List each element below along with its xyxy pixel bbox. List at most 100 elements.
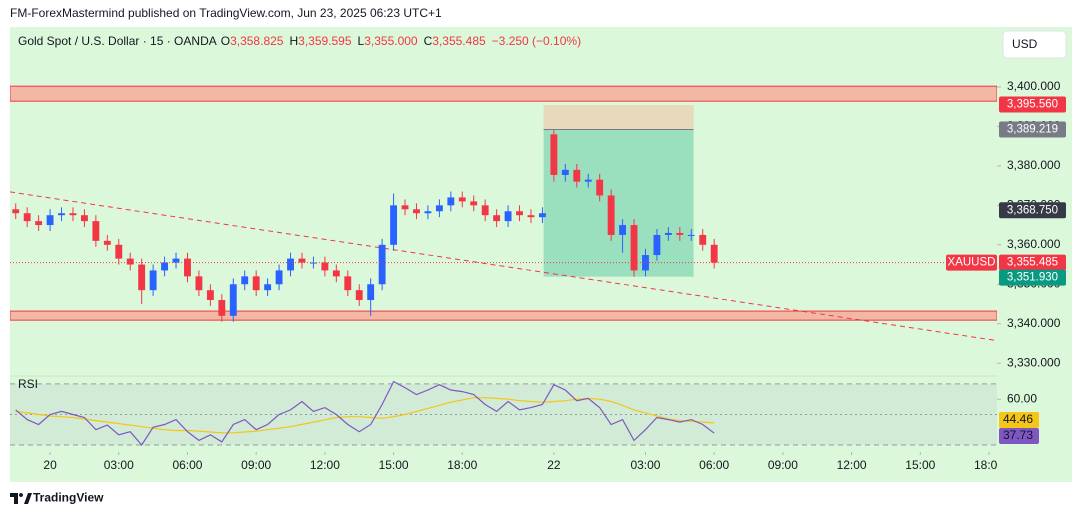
candle-body xyxy=(550,134,558,175)
x-tick-label: 22 xyxy=(547,458,561,472)
plot: RSI xyxy=(10,85,997,446)
candle-body xyxy=(298,258,306,263)
candle-body xyxy=(447,197,455,206)
price-badge xyxy=(999,254,1066,271)
candle-body xyxy=(126,258,134,265)
zone xyxy=(10,85,997,102)
candle-body xyxy=(390,205,398,245)
legend-line: Gold Spot / U.S. Dollar · 15 · OANDA O3,3… xyxy=(18,34,581,48)
y-tick-label: 3,330.000 xyxy=(1007,355,1061,369)
candle-body xyxy=(584,179,592,182)
candle-body xyxy=(481,205,489,216)
ohlc-label: L xyxy=(358,34,365,48)
price-badge xyxy=(999,96,1066,113)
candle-body xyxy=(527,215,535,218)
x-tick-label: 09:00 xyxy=(241,458,271,472)
candle-body xyxy=(206,290,214,301)
candle-body xyxy=(664,232,672,235)
candle-body xyxy=(184,258,191,277)
candle-body xyxy=(458,197,466,202)
candle-body xyxy=(710,244,718,263)
price-badge-label: 3,355.485 xyxy=(1007,257,1058,269)
x-tick-label: 18:00 xyxy=(974,458,1004,472)
rsi-badge-label: 44.46 xyxy=(1003,412,1033,426)
candle-body xyxy=(630,225,638,271)
change: −3.250 (−0.10%) xyxy=(492,34,581,48)
y-tick-label: 3,400.000 xyxy=(1007,79,1061,93)
symbol-badge-label: XAUUSD xyxy=(948,257,996,269)
ohlc-value: 3,358.825 xyxy=(230,34,284,48)
brand: TradingView xyxy=(33,491,104,505)
candle-body xyxy=(35,221,43,226)
ohlc-value: 3,355.000 xyxy=(364,34,418,48)
zone xyxy=(10,310,997,321)
candle-body xyxy=(103,240,111,245)
candle-body xyxy=(493,215,501,222)
rsi-tick-label: 60.00 xyxy=(1007,391,1037,405)
legend: Gold Spot / U.S. Dollar · 15 · OANDA O3,3… xyxy=(18,34,581,48)
y-tick-label: 3,340.000 xyxy=(1007,316,1061,330)
candle-body xyxy=(252,276,260,291)
y-tick-label: 3,380.000 xyxy=(1007,158,1061,172)
candle-body xyxy=(161,262,169,271)
price-axis: 3,330.0003,340.0003,350.0003,360.0003,37… xyxy=(946,79,1066,445)
candle-body xyxy=(504,211,512,222)
price-badge xyxy=(999,269,1066,286)
candle-body xyxy=(69,213,77,216)
candle-body xyxy=(642,255,649,271)
y-tick-label: 3,360.000 xyxy=(1007,237,1061,251)
candle-body xyxy=(264,284,272,291)
candle-body xyxy=(12,209,20,214)
candle-body xyxy=(538,213,546,218)
symbol-title: Gold Spot / U.S. Dollar · 15 · OANDA xyxy=(18,34,217,48)
candle-body xyxy=(619,225,627,235)
rsi-badge-label: 37.73 xyxy=(1003,428,1033,442)
x-tick-label: 03:00 xyxy=(630,458,660,472)
candle-body xyxy=(23,213,31,222)
candle-body xyxy=(344,276,352,291)
x-tick-label: 15:00 xyxy=(905,458,935,472)
candle-body xyxy=(287,258,294,271)
candle-body xyxy=(378,244,386,285)
x-tick-label: 09:00 xyxy=(768,458,798,472)
ohlc-value: 3,359.595 xyxy=(298,34,352,48)
candle-body xyxy=(218,300,226,316)
price-badge-label: 3,351.930 xyxy=(1007,272,1058,284)
candle-body xyxy=(573,169,581,182)
currency[interactable]: USD xyxy=(1012,37,1038,51)
x-tick-label: 15:00 xyxy=(379,458,409,472)
candle-body xyxy=(172,258,180,263)
candle-body xyxy=(561,169,569,175)
candle-body xyxy=(607,195,615,235)
ohlc-label: C xyxy=(424,34,433,48)
candle-body xyxy=(470,201,478,206)
ohlc-label: H xyxy=(289,34,298,48)
x-tick-label: 20 xyxy=(43,458,57,472)
x-tick-label: 03:00 xyxy=(104,458,134,472)
candle-body xyxy=(367,284,375,301)
logo-icon xyxy=(10,493,32,504)
candle-body xyxy=(653,234,661,256)
candle-body xyxy=(195,276,203,291)
candle-body xyxy=(241,276,249,285)
price-badge-label: 3,368.750 xyxy=(1007,204,1058,216)
candle-body xyxy=(321,262,329,271)
candle-body xyxy=(424,211,432,214)
x-tick-label: 18:00 xyxy=(447,458,477,472)
x-tick-label: 12:00 xyxy=(837,458,867,472)
stop-area xyxy=(543,105,694,130)
price-badge-label: 3,395.560 xyxy=(1007,99,1058,111)
trendline xyxy=(10,191,995,341)
candle-body xyxy=(58,213,65,216)
time-axis: 20 03:00 06:00 09:00 12:00 15:00 18:00 22 03:00 0… xyxy=(43,452,1004,472)
rsi-line xyxy=(15,380,715,446)
candle-body xyxy=(413,209,420,214)
candle-body xyxy=(596,179,604,196)
candle-body xyxy=(138,264,146,291)
symbol-badge xyxy=(946,254,997,271)
publisher: FM-ForexMastermind published on TradingV… xyxy=(10,6,442,20)
button-frame[interactable] xyxy=(1002,30,1067,59)
currency-button[interactable]: USD xyxy=(1002,30,1067,59)
x-tick-label: 06:00 xyxy=(699,458,729,472)
candle-body xyxy=(687,234,695,236)
